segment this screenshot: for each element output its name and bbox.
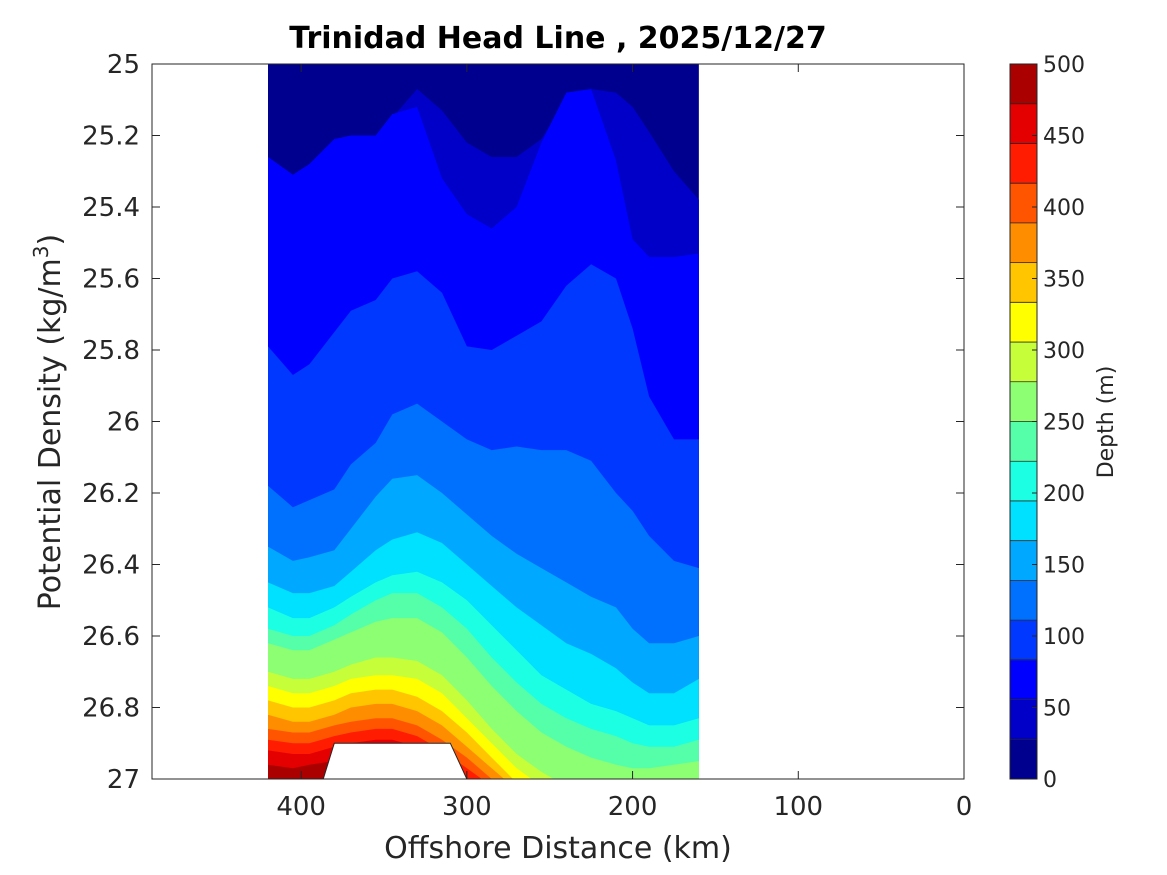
colorbar-tick-label: 0: [1043, 768, 1057, 793]
x-axis-tick-labels: 400 300 200 100 0: [276, 792, 972, 822]
colorbar-tick-label: 200: [1043, 482, 1085, 507]
colorbar-tick-label: 250: [1043, 411, 1085, 436]
y-tick-label: 25.2: [82, 122, 140, 152]
colorbar-tick-label: 500: [1043, 53, 1085, 78]
y-tick-label: 26.8: [82, 694, 140, 724]
colorbar-tick-label: 450: [1043, 125, 1085, 150]
colorbar-band: [1010, 699, 1037, 740]
y-axis-label-superscript: 3: [29, 245, 53, 258]
y-tick-label: 25: [107, 50, 140, 80]
colorbar-tick-label: 150: [1043, 554, 1085, 579]
y-axis-label-close: ): [33, 234, 68, 246]
chart-title: Trinidad Head Line , 2025/12/27: [289, 21, 826, 56]
colorbar-tick-label: 400: [1043, 196, 1085, 221]
colorbar-tick-label: 50: [1043, 697, 1071, 722]
colorbar-band: [1010, 500, 1037, 542]
x-tick-label: 100: [773, 792, 823, 822]
colorbar: 0 50 100 150 200 250 300 350 400 450 500: [1009, 53, 1085, 793]
colorbar-band: [1010, 580, 1037, 621]
no-data-region: [322, 742, 468, 779]
colorbar-tick-label: 100: [1043, 625, 1085, 650]
y-axis-tick-labels: 25 25.2 25.4 25.6 25.8 26 26.2 26.4 26.6 26.8 27: [82, 50, 140, 795]
y-tick-label: 26.2: [82, 479, 140, 509]
y-axis-label: Potential Density (kg/m3): [29, 234, 68, 610]
colorbar-band: [1010, 64, 1037, 105]
y-tick-label: 26.4: [82, 551, 140, 581]
colorbar-band: [1010, 103, 1037, 144]
colorbar-band: [1010, 421, 1037, 462]
colorbar-band: [1010, 262, 1037, 303]
y-tick-label: 25.6: [82, 265, 140, 295]
colorbar-band: [1010, 302, 1037, 343]
colorbar-band: [1010, 222, 1037, 264]
colorbar-band: [1010, 143, 1037, 184]
colorbar-band: [1010, 540, 1037, 581]
x-tick-label: 300: [442, 792, 492, 822]
colorbar-tick-label: 300: [1043, 339, 1085, 364]
y-tick-label: 25.8: [82, 336, 140, 366]
colorbar-band: [1010, 381, 1037, 422]
colorbar-band: [1010, 461, 1037, 502]
y-axis-label-main: Potential Density (kg/m: [33, 258, 68, 610]
colorbar-band: [1010, 183, 1037, 224]
axis-ticks: [152, 63, 965, 780]
contour-fill-layer: [268, 64, 699, 779]
y-tick-label: 26: [107, 408, 140, 438]
x-axis-label: Offshore Distance (km): [384, 831, 732, 866]
y-tick-label: 26.6: [82, 622, 140, 652]
colorbar-band: [1010, 739, 1037, 780]
x-tick-label: 0: [956, 792, 973, 822]
x-tick-label: 400: [276, 792, 326, 822]
colorbar-band: [1010, 659, 1037, 701]
colorbar-label: Depth (m): [1094, 366, 1119, 479]
colorbar-band: [1010, 620, 1037, 661]
y-tick-label: 25.4: [82, 193, 140, 223]
colorbar-tick-label: 350: [1043, 268, 1085, 293]
colorbar-band: [1010, 342, 1037, 383]
y-tick-label: 27: [107, 765, 140, 795]
x-tick-label: 200: [608, 792, 658, 822]
